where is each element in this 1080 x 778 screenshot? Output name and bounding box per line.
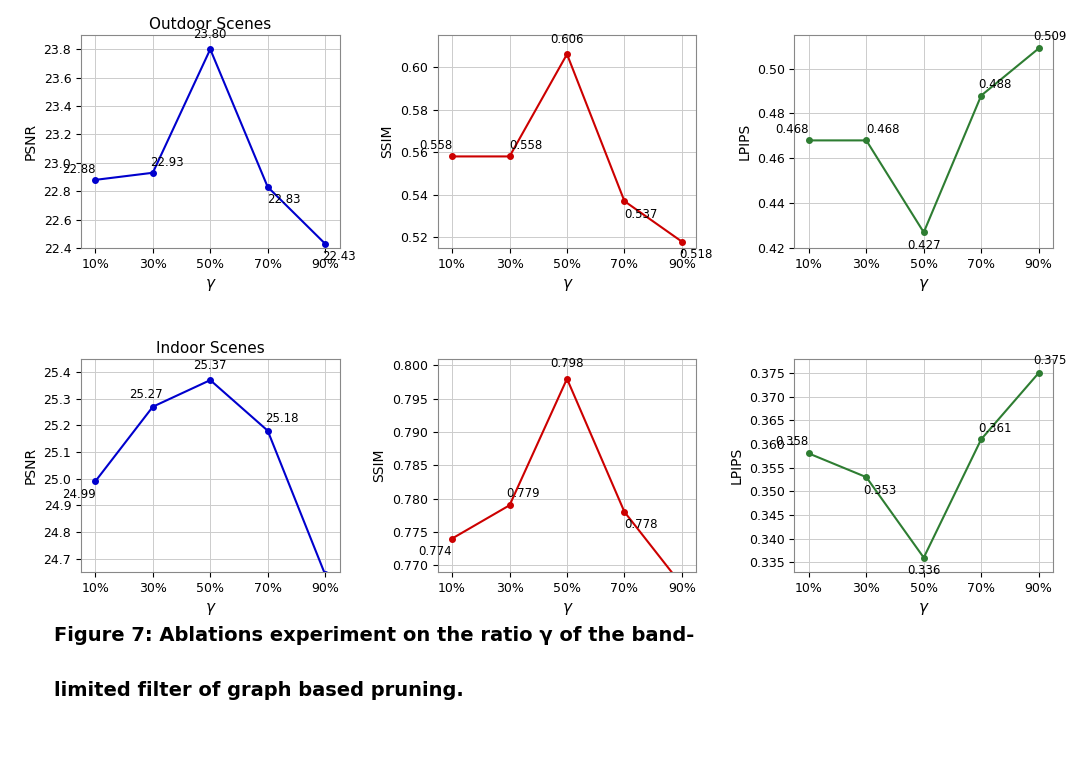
Text: 23.80: 23.80 [193,28,227,41]
Y-axis label: SSIM: SSIM [373,449,387,482]
X-axis label: γ: γ [919,276,928,291]
Text: 0.798: 0.798 [550,357,584,370]
Text: 25.18: 25.18 [265,412,298,425]
Text: 0.774: 0.774 [419,545,453,558]
Text: 22.83: 22.83 [268,194,301,206]
Text: 0.353: 0.353 [864,484,896,496]
Y-axis label: LPIPS: LPIPS [729,447,743,484]
Text: 0.488: 0.488 [978,79,1012,91]
Text: 0.336: 0.336 [907,564,941,577]
Text: 0.509: 0.509 [1034,30,1066,43]
Text: 22.93: 22.93 [150,156,184,169]
Text: 0.778: 0.778 [624,518,658,531]
Text: 0.518: 0.518 [679,248,713,261]
X-axis label: γ: γ [206,276,215,291]
Text: 0.375: 0.375 [1034,355,1066,367]
Title: Outdoor Scenes: Outdoor Scenes [149,17,271,33]
X-axis label: γ: γ [206,600,215,615]
Text: 0.558: 0.558 [419,139,453,152]
Y-axis label: PSNR: PSNR [24,123,38,160]
Text: Figure 7: Ablations experiment on the ratio γ of the band-: Figure 7: Ablations experiment on the ra… [54,626,694,645]
Text: limited filter of graph based pruning.: limited filter of graph based pruning. [54,681,463,699]
X-axis label: γ: γ [563,600,571,615]
Title: Indoor Scenes: Indoor Scenes [156,342,265,356]
Y-axis label: LPIPS: LPIPS [738,123,752,160]
Text: 22.88: 22.88 [62,163,95,176]
Text: 0.558: 0.558 [510,139,543,152]
Text: 22.43: 22.43 [322,251,355,263]
X-axis label: γ: γ [919,600,928,615]
Text: 0.537: 0.537 [624,208,658,221]
Y-axis label: SSIM: SSIM [380,124,394,158]
X-axis label: γ: γ [563,276,571,291]
Text: 0.779: 0.779 [507,487,540,499]
Text: 0.606: 0.606 [550,33,584,46]
Text: 0.468: 0.468 [866,123,900,136]
Y-axis label: PSNR: PSNR [24,447,38,484]
Text: 0.468: 0.468 [775,123,809,136]
Text: 25.27: 25.27 [129,388,163,401]
Text: 0.358: 0.358 [775,435,809,448]
Text: 25.37: 25.37 [193,359,227,372]
Text: 0.427: 0.427 [907,239,941,252]
Text: 0.361: 0.361 [978,422,1012,435]
Text: 24.99: 24.99 [62,488,95,501]
